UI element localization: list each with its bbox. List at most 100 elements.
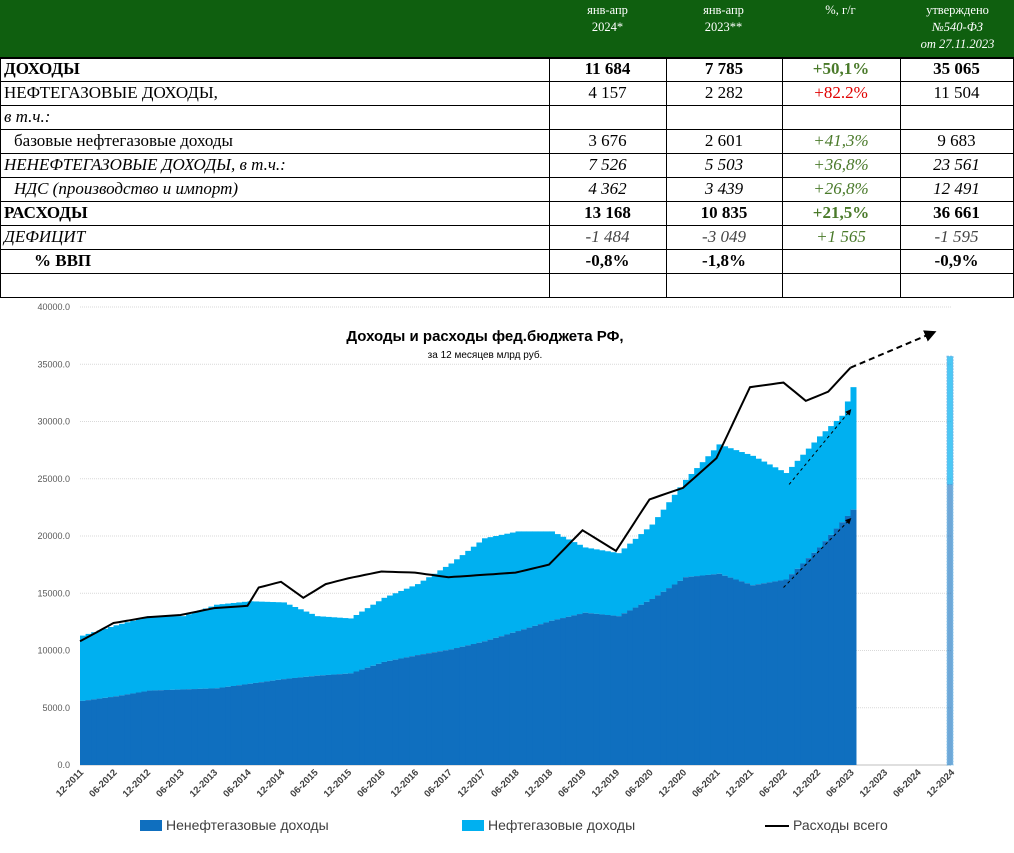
- bar-non-oil: [348, 673, 354, 765]
- table-row-nenefte-v1: 7 526: [588, 155, 627, 174]
- bar-non-oil: [230, 685, 237, 765]
- bar-non-oil: [331, 674, 338, 765]
- chart-canvas: 0.0 5000.0 10000.0 15000.0 20000.0 25000.0 300…: [37, 302, 957, 833]
- table-row-vvp-v1: -0,8%: [585, 251, 630, 270]
- bar-oil-gas: [671, 494, 678, 585]
- bar-non-oil: [392, 659, 399, 765]
- bar-oil-gas: [817, 436, 823, 548]
- table-hline: [0, 297, 1014, 298]
- bar-non-oil: [314, 675, 321, 765]
- bar-non-oil: [113, 696, 120, 765]
- table-row-deficit-v4: -1 595: [934, 227, 979, 246]
- bar-non-oil: [275, 679, 282, 765]
- y-tick-label: 20000.0: [37, 531, 70, 541]
- bar-oil-gas: [119, 623, 126, 696]
- bar-oil-gas: [331, 617, 338, 675]
- bar-non-oil: [850, 509, 857, 765]
- bar-oil-gas: [733, 450, 740, 580]
- bar-oil-gas: [415, 584, 421, 656]
- bar-non-oil: [459, 646, 466, 765]
- bar-non-oil: [699, 575, 706, 765]
- x-tick-label: 06-2013: [154, 767, 186, 799]
- bar-oil-gas: [303, 611, 310, 677]
- bar-non-oil: [504, 634, 511, 765]
- bar-oil-gas: [186, 614, 193, 690]
- bar-oil-gas: [297, 609, 304, 678]
- bar-oil-gas: [264, 601, 271, 682]
- bar-oil-gas: [180, 616, 187, 690]
- x-tick-label: 06-2023: [824, 767, 856, 799]
- x-tick-label: 06-2019: [556, 767, 588, 799]
- x-tick-label: 06-2022: [757, 767, 789, 799]
- x-tick-label: 06-2020: [623, 767, 655, 799]
- header-col2-line1: янв-апр: [703, 3, 744, 17]
- bar-oil-gas: [822, 431, 829, 542]
- bar-non-oil: [258, 682, 265, 765]
- bar-non-oil: [85, 700, 92, 765]
- bar-oil-gas: [710, 450, 717, 575]
- bar-oil-gas: [381, 597, 388, 662]
- bar-oil-gas: [565, 539, 572, 617]
- bar-non-oil: [688, 576, 695, 765]
- bar-non-oil: [482, 641, 488, 765]
- bar-non-oil: [554, 619, 561, 765]
- bar-non-oil: [733, 579, 740, 765]
- bar-non-oil: [119, 695, 126, 765]
- bar-oil-gas: [202, 608, 209, 689]
- table-header: янв-апр 2024* янв-апр 2023** %, г/г утве…: [0, 0, 1014, 57]
- bar-non-oil: [415, 655, 421, 765]
- bar-non-oil: [147, 690, 153, 765]
- header-col1: янв-апр 2024*: [560, 2, 655, 36]
- bar-non-oil: [766, 582, 773, 765]
- y-tick-label: 15000.0: [37, 588, 70, 598]
- header-col4-line2: №540-ФЗ: [932, 20, 983, 34]
- bar-oil-gas: [320, 616, 327, 676]
- bar-oil-gas: [543, 531, 550, 623]
- bar-oil-gas: [493, 536, 500, 638]
- legend-swatch-non-oil: [140, 820, 162, 831]
- table-row-deficit-v3: +1 565: [816, 227, 866, 246]
- bar-oil-gas: [169, 616, 176, 690]
- table-row-nenefte-v3: +36,8%: [813, 155, 869, 174]
- bar-non-oil: [627, 610, 634, 765]
- x-tick-label: 06-2015: [288, 767, 321, 800]
- bar-non-oil: [660, 591, 667, 765]
- table-row-nds-v3: +26,8%: [813, 179, 869, 198]
- bar-oil-gas: [504, 533, 511, 635]
- bar-oil-gas: [113, 625, 120, 697]
- bar-non-oil: [683, 577, 689, 765]
- header-col1-line1: янв-апр: [587, 3, 628, 17]
- bar-oil-gas: [828, 426, 835, 535]
- bar-non-oil: [308, 676, 315, 765]
- bar-oil-gas: [699, 462, 706, 576]
- bar-non-oil: [716, 573, 723, 765]
- bar-oil-gas: [532, 531, 539, 626]
- bar-oil-gas: [325, 616, 332, 675]
- bar-oil-gas: [141, 617, 148, 692]
- table-row-bazovye-label: базовые нефтегазовые доходы: [14, 131, 233, 150]
- bar-oil-gas: [442, 566, 449, 651]
- projection-bar-oil-gas: [946, 355, 954, 485]
- bar-non-oil: [370, 665, 377, 765]
- bar-oil-gas: [219, 604, 226, 688]
- y-tick-label: 30000.0: [37, 417, 70, 427]
- bar-non-oil: [476, 642, 483, 765]
- bar-oil-gas: [588, 548, 595, 614]
- bar-non-oil: [800, 563, 807, 765]
- legend-label-expenditure: Расходы всего: [793, 817, 888, 833]
- header-col4-line3: от 27.11.2023: [920, 37, 995, 51]
- bar-oil-gas: [247, 601, 254, 684]
- bar-non-oil: [387, 660, 394, 765]
- bar-oil-gas: [604, 551, 611, 616]
- bar-oil-gas: [509, 532, 516, 633]
- bar-oil-gas: [805, 448, 812, 559]
- bar-oil-gas: [437, 570, 444, 652]
- table-hline: [0, 81, 1014, 82]
- bar-oil-gas: [124, 622, 131, 695]
- expenditure-line: [79, 367, 852, 643]
- y-tick-label: 5000.0: [42, 703, 70, 713]
- table-vline: [549, 57, 550, 297]
- bar-non-oil: [794, 568, 801, 765]
- bar-non-oil: [381, 661, 388, 765]
- bar-non-oil: [442, 650, 449, 765]
